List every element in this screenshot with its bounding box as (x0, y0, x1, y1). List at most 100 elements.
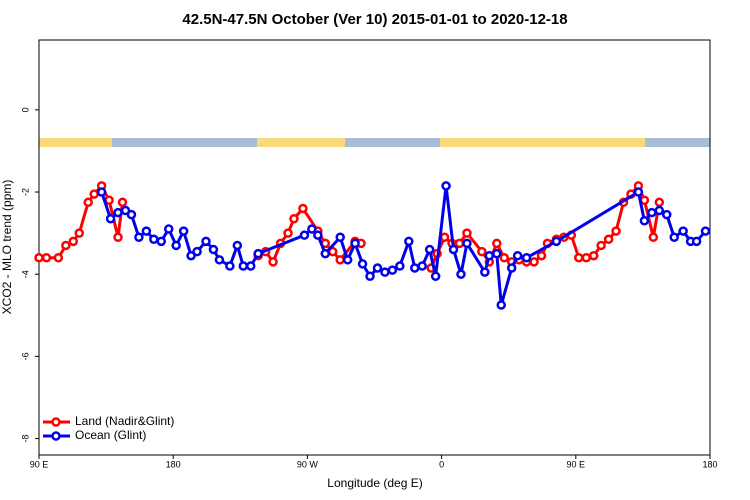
point (61, 240, 71, 251)
y-tick-label: -2 (20, 188, 30, 196)
y-tick-label: -8 (20, 435, 30, 443)
point (484, 250, 495, 261)
point (647, 207, 657, 218)
point (596, 240, 606, 251)
x-axis-label: Longitude (deg E) (327, 476, 422, 490)
point (387, 265, 398, 275)
point (192, 246, 202, 257)
point (342, 255, 353, 265)
point (499, 253, 509, 263)
point (232, 240, 243, 251)
point (700, 226, 711, 236)
point (430, 271, 441, 282)
x-tick-label: 90 E (30, 459, 49, 469)
point (83, 197, 93, 208)
point (105, 213, 116, 224)
y-axis-label: XCO2 - MLO trend (ppm) (0, 180, 14, 315)
point (496, 300, 506, 310)
point (654, 197, 665, 208)
point (633, 187, 644, 197)
x-tick-label: 90 W (297, 459, 319, 469)
y-tick-label: -6 (20, 352, 30, 360)
point (178, 226, 189, 236)
point (380, 267, 390, 277)
point (404, 236, 414, 247)
point (551, 236, 562, 247)
x-tick-label: 180 (166, 459, 181, 469)
point (439, 232, 450, 242)
plot-frame (38, 39, 711, 456)
point (648, 232, 659, 242)
point (492, 238, 502, 249)
point (283, 228, 293, 238)
point (417, 261, 427, 271)
x-tick-label: 180 (702, 459, 717, 469)
point (74, 228, 85, 238)
legend-marker (51, 417, 61, 427)
point (299, 230, 310, 240)
point (365, 271, 375, 282)
x-tick-label: 0 (439, 459, 444, 469)
point (171, 240, 181, 251)
point (126, 209, 137, 220)
legend-marker (51, 431, 61, 441)
point (477, 246, 487, 257)
point (512, 250, 523, 261)
point (410, 263, 420, 273)
chart-title: 42.5N-47.5N October (Ver 10) 2015-01-01 … (182, 11, 567, 28)
point (313, 230, 323, 240)
point (462, 238, 472, 249)
point (611, 226, 621, 236)
point (149, 234, 159, 245)
point (163, 224, 174, 234)
point (307, 224, 317, 234)
point (454, 238, 465, 249)
point (214, 255, 225, 265)
point (372, 263, 383, 273)
point (289, 213, 299, 224)
point (34, 253, 44, 263)
point (96, 187, 107, 197)
point (208, 244, 219, 255)
point (89, 189, 99, 199)
point (298, 203, 308, 214)
point (588, 250, 599, 261)
point (253, 248, 263, 259)
point (529, 257, 539, 267)
point (335, 255, 345, 265)
point (41, 253, 52, 263)
point (53, 253, 64, 263)
point (691, 236, 702, 247)
point (521, 253, 532, 263)
point (662, 209, 672, 220)
point (395, 261, 405, 271)
point (448, 244, 459, 255)
x-tick-label: 90 E (567, 459, 586, 469)
point (536, 250, 547, 261)
point (156, 236, 167, 247)
point (603, 234, 614, 245)
point (574, 253, 584, 263)
point (245, 261, 256, 271)
point (639, 216, 650, 226)
point (120, 205, 131, 216)
point (357, 259, 368, 269)
point (320, 248, 331, 259)
point (117, 197, 128, 208)
legend-label: Land (Nadir&Glint) (75, 414, 174, 428)
series-line (100, 185, 707, 306)
point (268, 257, 278, 267)
point (441, 181, 451, 191)
surface-strip (39, 138, 710, 147)
point (350, 238, 360, 249)
point (238, 261, 249, 271)
point (492, 248, 502, 259)
point (669, 232, 679, 242)
point (134, 232, 144, 242)
point (68, 236, 79, 247)
point (480, 267, 490, 277)
point (424, 244, 435, 255)
point (654, 205, 665, 216)
point (456, 269, 466, 279)
